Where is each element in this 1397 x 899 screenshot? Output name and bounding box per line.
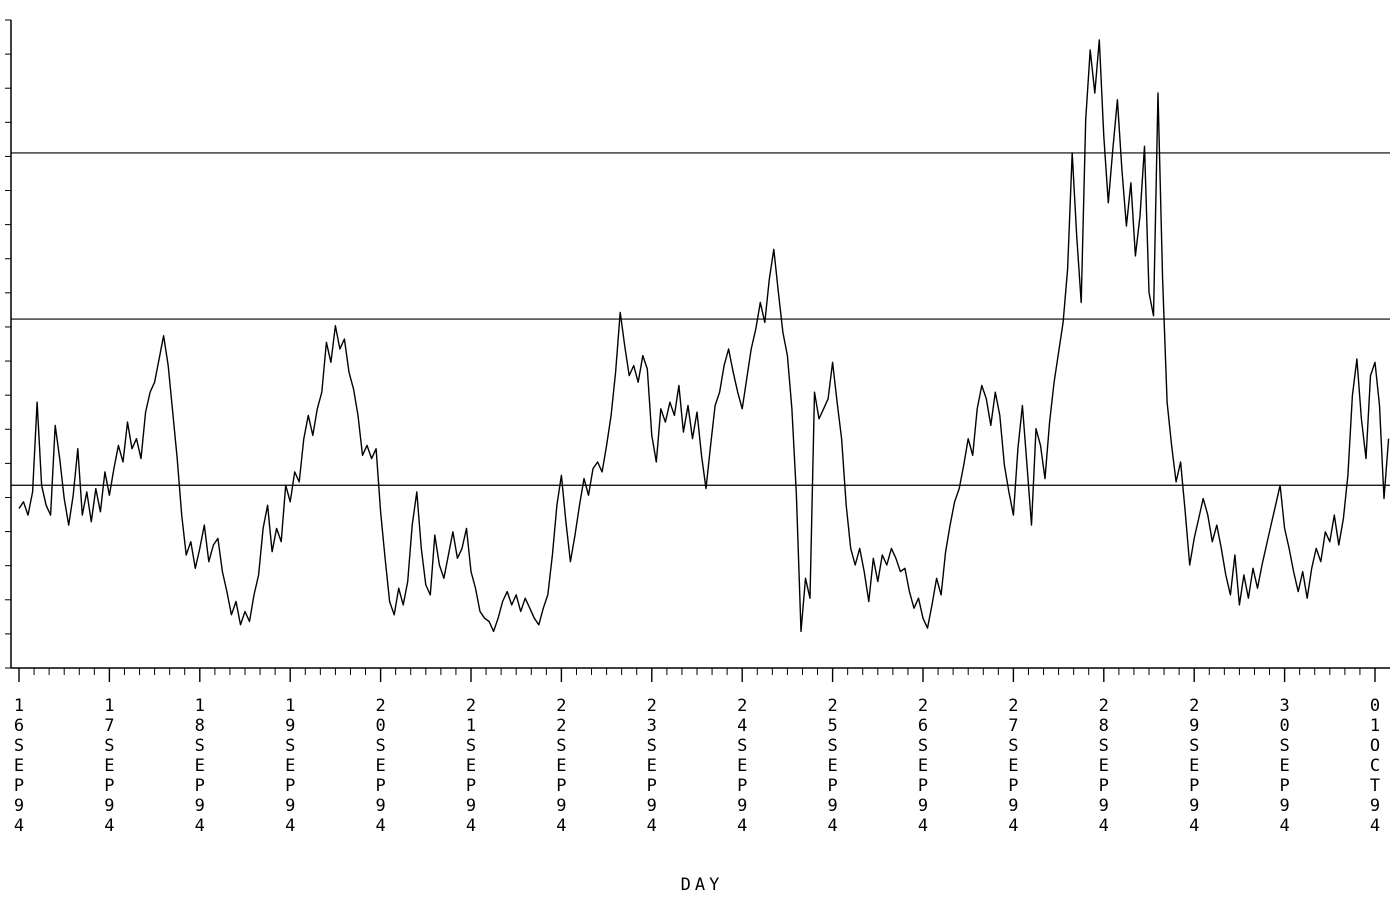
reference-lines	[11, 152, 1390, 486]
series-group	[18, 39, 1390, 633]
x-axis-title: DAY	[681, 875, 724, 895]
plot-frame	[10, 20, 1390, 669]
x-tick-labels: 1 6 S E P 9 4 1 7 S E P 9 4 1 8 S E P 9 4 1 9 S E P 9 4 2 0 S E P 9 4 2 1 S E P…	[14, 696, 1380, 836]
series-line	[18, 39, 1390, 633]
x-axis-ticks	[18, 668, 1376, 682]
y-axis-ticks	[5, 19, 11, 669]
